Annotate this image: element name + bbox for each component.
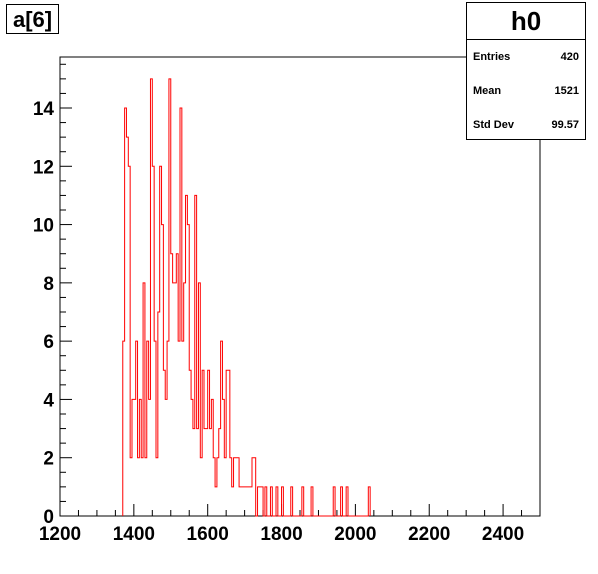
y-tick-label: 2	[43, 449, 54, 470]
y-tick-label: 4	[43, 390, 54, 411]
y-tick-label: 6	[43, 332, 54, 353]
stats-box: h0 Entries 420 Mean 1521 Std Dev 99.57	[466, 2, 586, 140]
pad-title: a[6]	[6, 4, 60, 34]
stats-label: Mean	[473, 85, 502, 97]
x-tick-label: 2000	[334, 524, 376, 545]
y-tick-label: 10	[33, 216, 54, 237]
stats-value: 1521	[554, 85, 579, 97]
stats-row-mean: Mean 1521	[467, 74, 585, 108]
stats-value: 99.57	[551, 119, 579, 131]
stats-value: 420	[560, 51, 579, 63]
x-tick-label: 1400	[113, 524, 155, 545]
y-tick-label: 0	[43, 507, 54, 528]
x-tick-label: 2200	[408, 524, 450, 545]
stats-row-stddev: Std Dev 99.57	[467, 108, 585, 142]
y-tick-label: 14	[33, 99, 55, 120]
stats-label: Entries	[473, 51, 511, 63]
x-tick-label: 1600	[187, 524, 229, 545]
stats-histogram-name: h0	[467, 3, 585, 40]
stats-label: Std Dev	[473, 119, 514, 131]
y-tick-label: 12	[33, 157, 54, 178]
x-tick-label: 1200	[39, 524, 81, 545]
tick-labels: 1200 1400 1600 1800 2000 2200 2400 0 2 4 6 8 10 12 14	[33, 99, 524, 545]
histogram-series-line	[122, 78, 371, 517]
y-tick-label: 8	[43, 274, 54, 295]
x-tick-label: 1800	[260, 524, 302, 545]
stats-row-entries: Entries 420	[467, 40, 585, 74]
x-tick-label: 2400	[482, 524, 524, 545]
